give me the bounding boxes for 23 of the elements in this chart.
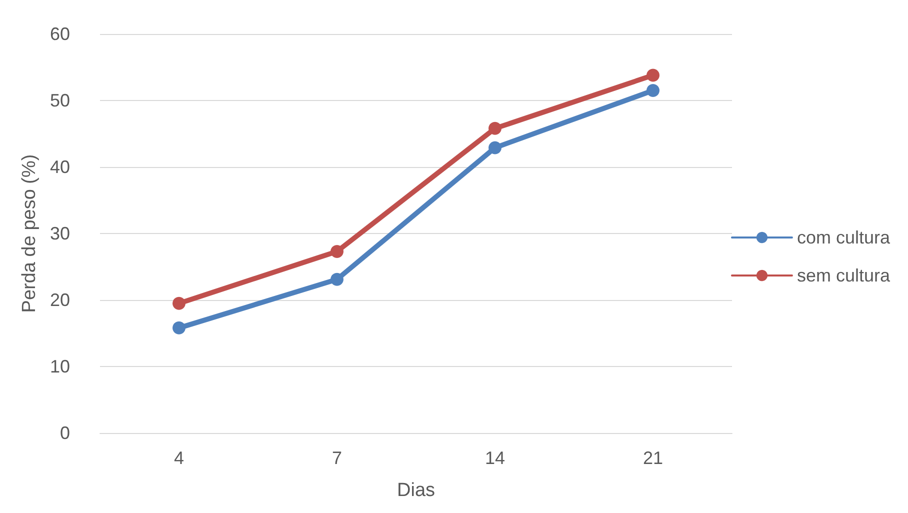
y-tick-label: 50 [50,90,70,110]
y-tick-label: 40 [50,157,70,177]
x-axis-title: Dias [396,480,436,501]
point [488,122,502,135]
x-tick-label: 7 [332,448,342,468]
legend-label: com cultura [796,228,891,248]
x-tick-label: 21 [642,448,664,468]
point [488,141,502,154]
y-tick-label: 20 [50,290,70,310]
legend-label: sem cultura [796,266,891,286]
point [646,68,660,82]
y-tick-label: 0 [60,423,70,443]
x-tick-label: 14 [484,448,506,468]
point [330,244,344,258]
y-tick-label: 30 [50,224,70,244]
y-tick-label: 60 [50,24,70,44]
point [330,272,344,286]
point [172,321,186,334]
point [172,296,186,310]
y-tick-label: 10 [50,356,70,376]
x-tick-label: 4 [174,448,184,468]
y-axis-title: Perda de peso (%) [19,154,40,313]
point [646,84,660,98]
